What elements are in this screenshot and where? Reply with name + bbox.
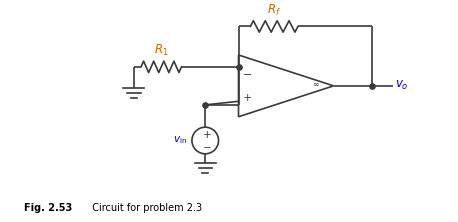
Text: $+$: $+$ bbox=[242, 92, 252, 103]
Text: $v_{\rm in}$: $v_{\rm in}$ bbox=[173, 135, 187, 147]
Text: $R_1$: $R_1$ bbox=[154, 43, 169, 58]
Text: Circuit for problem 2.3: Circuit for problem 2.3 bbox=[86, 203, 202, 213]
Text: $-$: $-$ bbox=[242, 67, 252, 77]
Text: $-$: $-$ bbox=[202, 141, 212, 151]
Text: $\infty$: $\infty$ bbox=[312, 80, 319, 89]
Text: Fig. 2.53: Fig. 2.53 bbox=[24, 203, 72, 213]
Text: $+$: $+$ bbox=[202, 129, 212, 140]
Text: $v_o$: $v_o$ bbox=[395, 79, 409, 92]
Text: $R_f$: $R_f$ bbox=[267, 3, 281, 18]
